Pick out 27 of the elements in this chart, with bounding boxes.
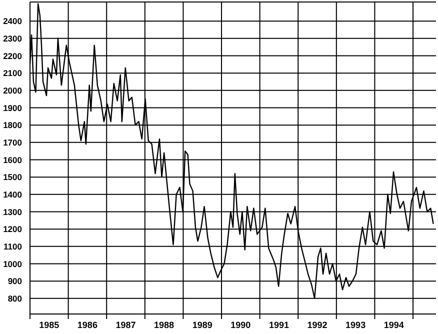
- y-tick-label: 1800: [3, 120, 22, 130]
- y-tick-label: 2300: [3, 33, 22, 44]
- y-tick-label: 2400: [3, 16, 22, 26]
- y-tick-label: 1200: [3, 224, 22, 234]
- y-tick-label: 1900: [3, 102, 22, 113]
- x-tick-label: 1992: [307, 320, 328, 330]
- y-tick-label: 1000: [3, 258, 22, 269]
- y-tick-label: 2100: [3, 68, 22, 78]
- y-tick-label: 2000: [3, 85, 22, 96]
- x-tick-label: 1985: [39, 320, 60, 330]
- y-tick-label: 2200: [3, 50, 22, 61]
- x-tick-label: 1989: [192, 320, 212, 330]
- x-tick-label: 1987: [116, 320, 136, 330]
- y-tick-label: 1300: [3, 206, 22, 217]
- y-tick-label: 1700: [3, 137, 22, 148]
- x-tick-label: 1991: [268, 320, 289, 330]
- y-tick-label: 900: [8, 276, 22, 286]
- x-tick-label: 1994: [384, 320, 404, 330]
- y-tick-label: 1400: [3, 189, 22, 200]
- x-tick-label: 1988: [154, 320, 174, 330]
- y-tick-label: 1600: [3, 154, 22, 165]
- x-tick-label: 1990: [230, 320, 251, 330]
- y-tick-label: 800: [8, 293, 22, 304]
- x-tick-label: 1986: [77, 320, 98, 330]
- x-tick-label: 1993: [346, 320, 366, 330]
- y-tick-label: 1100: [4, 241, 22, 252]
- y-tick-label: 1500: [3, 172, 22, 182]
